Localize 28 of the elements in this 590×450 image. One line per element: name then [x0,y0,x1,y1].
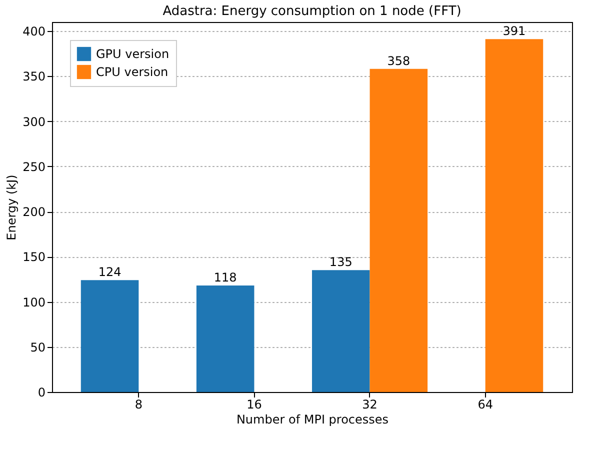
data-label: 391 [502,24,526,38]
data-label: 118 [214,270,237,285]
bar [196,286,254,392]
y-tick-label: 0 [38,386,46,400]
y-tick-label: 50 [30,340,46,354]
x-tick-label: 64 [478,398,493,412]
bar [485,39,544,392]
data-label: 135 [329,255,352,270]
data-label: 358 [387,54,410,68]
bar [312,270,370,392]
y-tick-label: 250 [22,160,46,174]
legend-label: CPU version [96,65,168,79]
y-axis-title: Energy (kJ) [4,174,19,240]
y-tick-label: 200 [22,205,46,220]
y-tick-label: 300 [22,114,46,129]
x-tick-label: 16 [246,398,262,412]
chart-title: Adastra: Energy consumption on 1 node (FFT) [162,4,462,19]
y-tick-label: 150 [22,250,46,264]
bar [80,280,139,392]
bar [370,68,428,392]
data-label: 124 [98,265,122,280]
y-tick-label: 350 [22,70,46,84]
x-tick-label: 32 [362,398,378,412]
x-tick-label: 8 [134,398,142,412]
legend-label: GPU version [96,47,170,61]
x-axis-title: Number of MPI processes [236,412,389,426]
y-tick-label: 400 [22,24,46,39]
y-tick-label: 100 [22,295,46,310]
